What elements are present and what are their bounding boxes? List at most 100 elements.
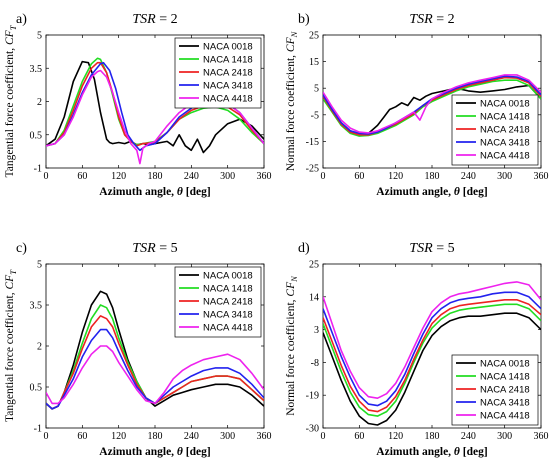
legend-entry: NACA 1418 [203, 284, 253, 295]
y-tick-label: -8 [311, 358, 319, 369]
y-tick-label: 3.5 [30, 301, 43, 312]
legend: NACA 0018 NACA 1418 NACA 2418 NACA 3418 NACA… [451, 354, 539, 426]
x-axis-label: Azimuth angle, θ [deg] [376, 446, 487, 458]
x-tick-label: 240 [461, 431, 476, 442]
x-tick-label: 120 [388, 171, 403, 182]
series-line-naca-1418 [323, 303, 541, 417]
x-tick-label: 300 [220, 171, 235, 182]
x-tick-label: 240 [184, 171, 199, 182]
legend-entry: NACA 0018 [203, 271, 253, 282]
chart-title: TSR = 5 [409, 241, 454, 256]
legend-entry: NACA 4418 [203, 323, 253, 334]
y-axis-label: Tangential force coefficient, CFT [4, 24, 18, 177]
legend-entry: NACA 2418 [203, 297, 253, 308]
panel-label: d) [298, 241, 310, 256]
x-tick-label: 120 [111, 431, 126, 442]
y-axis-label: Tangential force coefficient, CFT [4, 269, 18, 422]
y-tick-label: -1 [34, 424, 42, 435]
x-tick-label: 180 [148, 171, 163, 182]
x-tick-label: 120 [388, 431, 403, 442]
y-tick-label: 14 [309, 292, 319, 303]
legend-box [174, 266, 262, 338]
y-tick-label: 5 [314, 84, 319, 95]
legend: NACA 0018 NACA 1418 NACA 2418 NACA 3418 NACA… [174, 37, 262, 109]
x-tick-label: 60 [77, 431, 87, 442]
y-axis-label: Normal force coefficient, CFN [285, 275, 299, 416]
y-tick-label: 2 [37, 342, 42, 353]
legend-entry: NACA 4418 [480, 411, 530, 422]
series-line-naca-3418 [323, 75, 541, 135]
y-tick-label: 25 [309, 260, 319, 271]
series-line-naca-4418 [46, 345, 264, 405]
legend-entry: NACA 3418 [203, 81, 253, 92]
x-axis-label: Azimuth angle, θ [deg] [376, 186, 487, 198]
legend-entry: NACA 1418 [203, 55, 253, 66]
y-tick-label: 5 [37, 31, 42, 42]
legend: NACA 0018 NACA 1418 NACA 2418 NACA 3418 NACA… [451, 94, 539, 166]
y-axis-label: Normal force coefficient, CFN [285, 30, 299, 171]
x-tick-label: 0 [44, 431, 49, 442]
y-tick-label: 0.5 [30, 383, 43, 394]
legend-box [451, 94, 539, 166]
y-tick-label: 3.5 [30, 64, 43, 75]
x-tick-label: 120 [111, 171, 126, 182]
x-tick-label: 300 [220, 431, 235, 442]
x-tick-label: 0 [321, 431, 326, 442]
x-tick-label: 60 [77, 171, 87, 182]
x-tick-label: 0 [321, 171, 326, 182]
legend-entry: NACA 3418 [480, 398, 530, 409]
chart-title: TSR = 2 [132, 12, 177, 27]
chart-panel-4: 0 60 120 180 240 300 360 -30 -19 -8 3 14 25 TSR = 5 d)… [285, 241, 549, 458]
legend-entry: NACA 0018 [480, 359, 530, 370]
legend-entry: NACA 2418 [203, 68, 253, 79]
x-tick-label: 360 [534, 171, 549, 182]
legend-entry: NACA 3418 [480, 138, 530, 149]
legend-box [174, 37, 262, 109]
series-line-naca-4418 [323, 281, 541, 400]
y-tick-label: -19 [306, 391, 319, 402]
x-tick-label: 180 [148, 431, 163, 442]
panel-label: b) [298, 12, 310, 27]
x-tick-label: 360 [534, 431, 549, 442]
legend-box [451, 354, 539, 426]
chart-panel-1: 0 60 120 180 240 300 360 -1 0.5 2 3.5 5 TSR = 2 a) Azi… [4, 12, 272, 198]
y-tick-label: 15 [309, 57, 319, 68]
chart-title: TSR = 2 [409, 12, 454, 27]
series-line-naca-3418 [323, 291, 541, 407]
x-tick-label: 60 [354, 171, 364, 182]
y-tick-label: -1 [34, 164, 42, 175]
legend-entry: NACA 1418 [480, 372, 530, 383]
x-tick-label: 180 [425, 171, 440, 182]
x-tick-label: 180 [425, 431, 440, 442]
chart-panel-3: 0 60 120 180 240 300 360 -1 0.5 2 3.5 5 TSR = 5 c) Azi… [4, 241, 272, 458]
x-tick-label: 60 [354, 431, 364, 442]
legend-entry: NACA 2418 [480, 385, 530, 396]
y-tick-label: -15 [306, 137, 319, 148]
x-axis-label: Azimuth angle, θ [deg] [99, 186, 210, 198]
x-tick-label: 240 [184, 431, 199, 442]
legend-entry: NACA 2418 [480, 125, 530, 136]
x-tick-label: 360 [257, 171, 272, 182]
panel-label: c) [16, 241, 27, 256]
series-line-naca-3418 [46, 328, 264, 410]
x-tick-label: 300 [497, 171, 512, 182]
x-axis-label: Azimuth angle, θ [deg] [99, 446, 210, 458]
y-tick-label: -30 [306, 424, 319, 435]
series-line-naca-4418 [323, 74, 541, 134]
x-tick-label: 360 [257, 431, 272, 442]
chart-panel-2: 0 60 120 180 240 300 360 -25 -15 -5 5 15 25 TSR = 2 b)… [285, 12, 549, 198]
x-tick-label: 0 [44, 171, 49, 182]
legend-entry: NACA 4418 [480, 151, 530, 162]
x-tick-label: 300 [497, 431, 512, 442]
y-tick-label: 5 [37, 260, 42, 271]
chart-title: TSR = 5 [132, 241, 177, 256]
panel-label: a) [16, 12, 27, 27]
legend-entry: NACA 1418 [480, 112, 530, 123]
legend-entry: NACA 0018 [203, 42, 253, 53]
series-line-naca-0018 [323, 312, 541, 426]
legend-entry: NACA 3418 [203, 310, 253, 321]
series-line-naca-2418 [46, 315, 264, 410]
series-line-naca-1418 [323, 79, 541, 137]
legend: NACA 0018 NACA 1418 NACA 2418 NACA 3418 NACA… [174, 266, 262, 338]
